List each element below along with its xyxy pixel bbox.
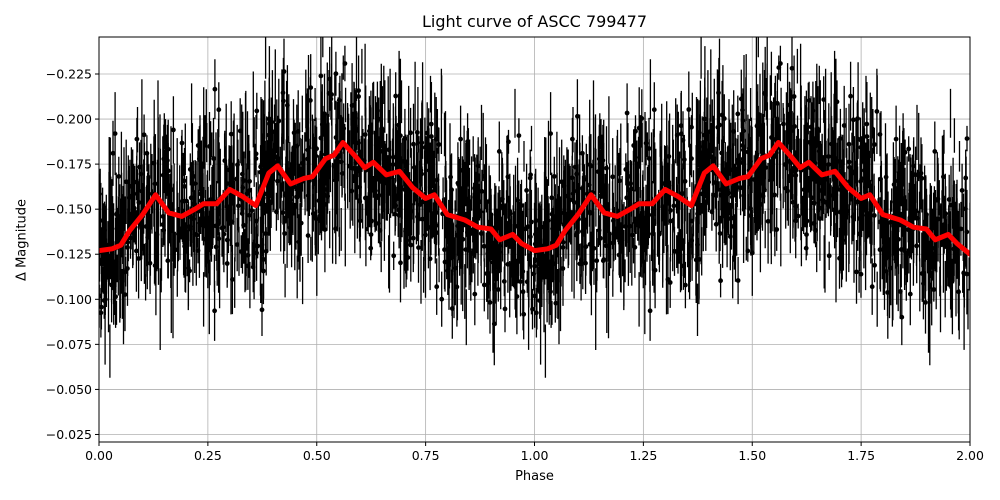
x-axis-ticks: 0.00 0.25 0.50 0.75 1.00 1.25 1.50 1.75 2.00 bbox=[85, 442, 984, 463]
svg-text:−0.050: −0.050 bbox=[46, 382, 92, 397]
svg-text:1.00: 1.00 bbox=[521, 448, 549, 463]
y-axis-ticks: −0.225 −0.200 −0.175 −0.150 −0.125 −0.100 −0.0… bbox=[46, 67, 99, 442]
x-axis-label: Phase bbox=[515, 469, 554, 484]
svg-text:1.75: 1.75 bbox=[847, 448, 875, 463]
svg-text:−0.075: −0.075 bbox=[46, 337, 92, 352]
binned-mean-curve bbox=[99, 140, 970, 257]
svg-text:0.50: 0.50 bbox=[303, 448, 331, 463]
svg-text:0.00: 0.00 bbox=[85, 448, 113, 463]
observation-points bbox=[99, 37, 970, 378]
svg-text:−0.025: −0.025 bbox=[46, 427, 92, 442]
chart-title: Light curve of ASCC 799477 bbox=[421, 12, 648, 31]
svg-text:1.50: 1.50 bbox=[738, 448, 766, 463]
svg-text:−0.150: −0.150 bbox=[46, 202, 92, 217]
svg-text:2.00: 2.00 bbox=[956, 448, 984, 463]
svg-text:−0.225: −0.225 bbox=[46, 67, 92, 82]
svg-text:1.25: 1.25 bbox=[629, 448, 657, 463]
svg-text:−0.125: −0.125 bbox=[46, 247, 92, 262]
svg-text:−0.100: −0.100 bbox=[46, 292, 92, 307]
svg-text:0.75: 0.75 bbox=[412, 448, 440, 463]
svg-text:0.25: 0.25 bbox=[194, 448, 222, 463]
svg-text:−0.175: −0.175 bbox=[46, 157, 92, 172]
svg-text:−0.200: −0.200 bbox=[46, 112, 92, 127]
